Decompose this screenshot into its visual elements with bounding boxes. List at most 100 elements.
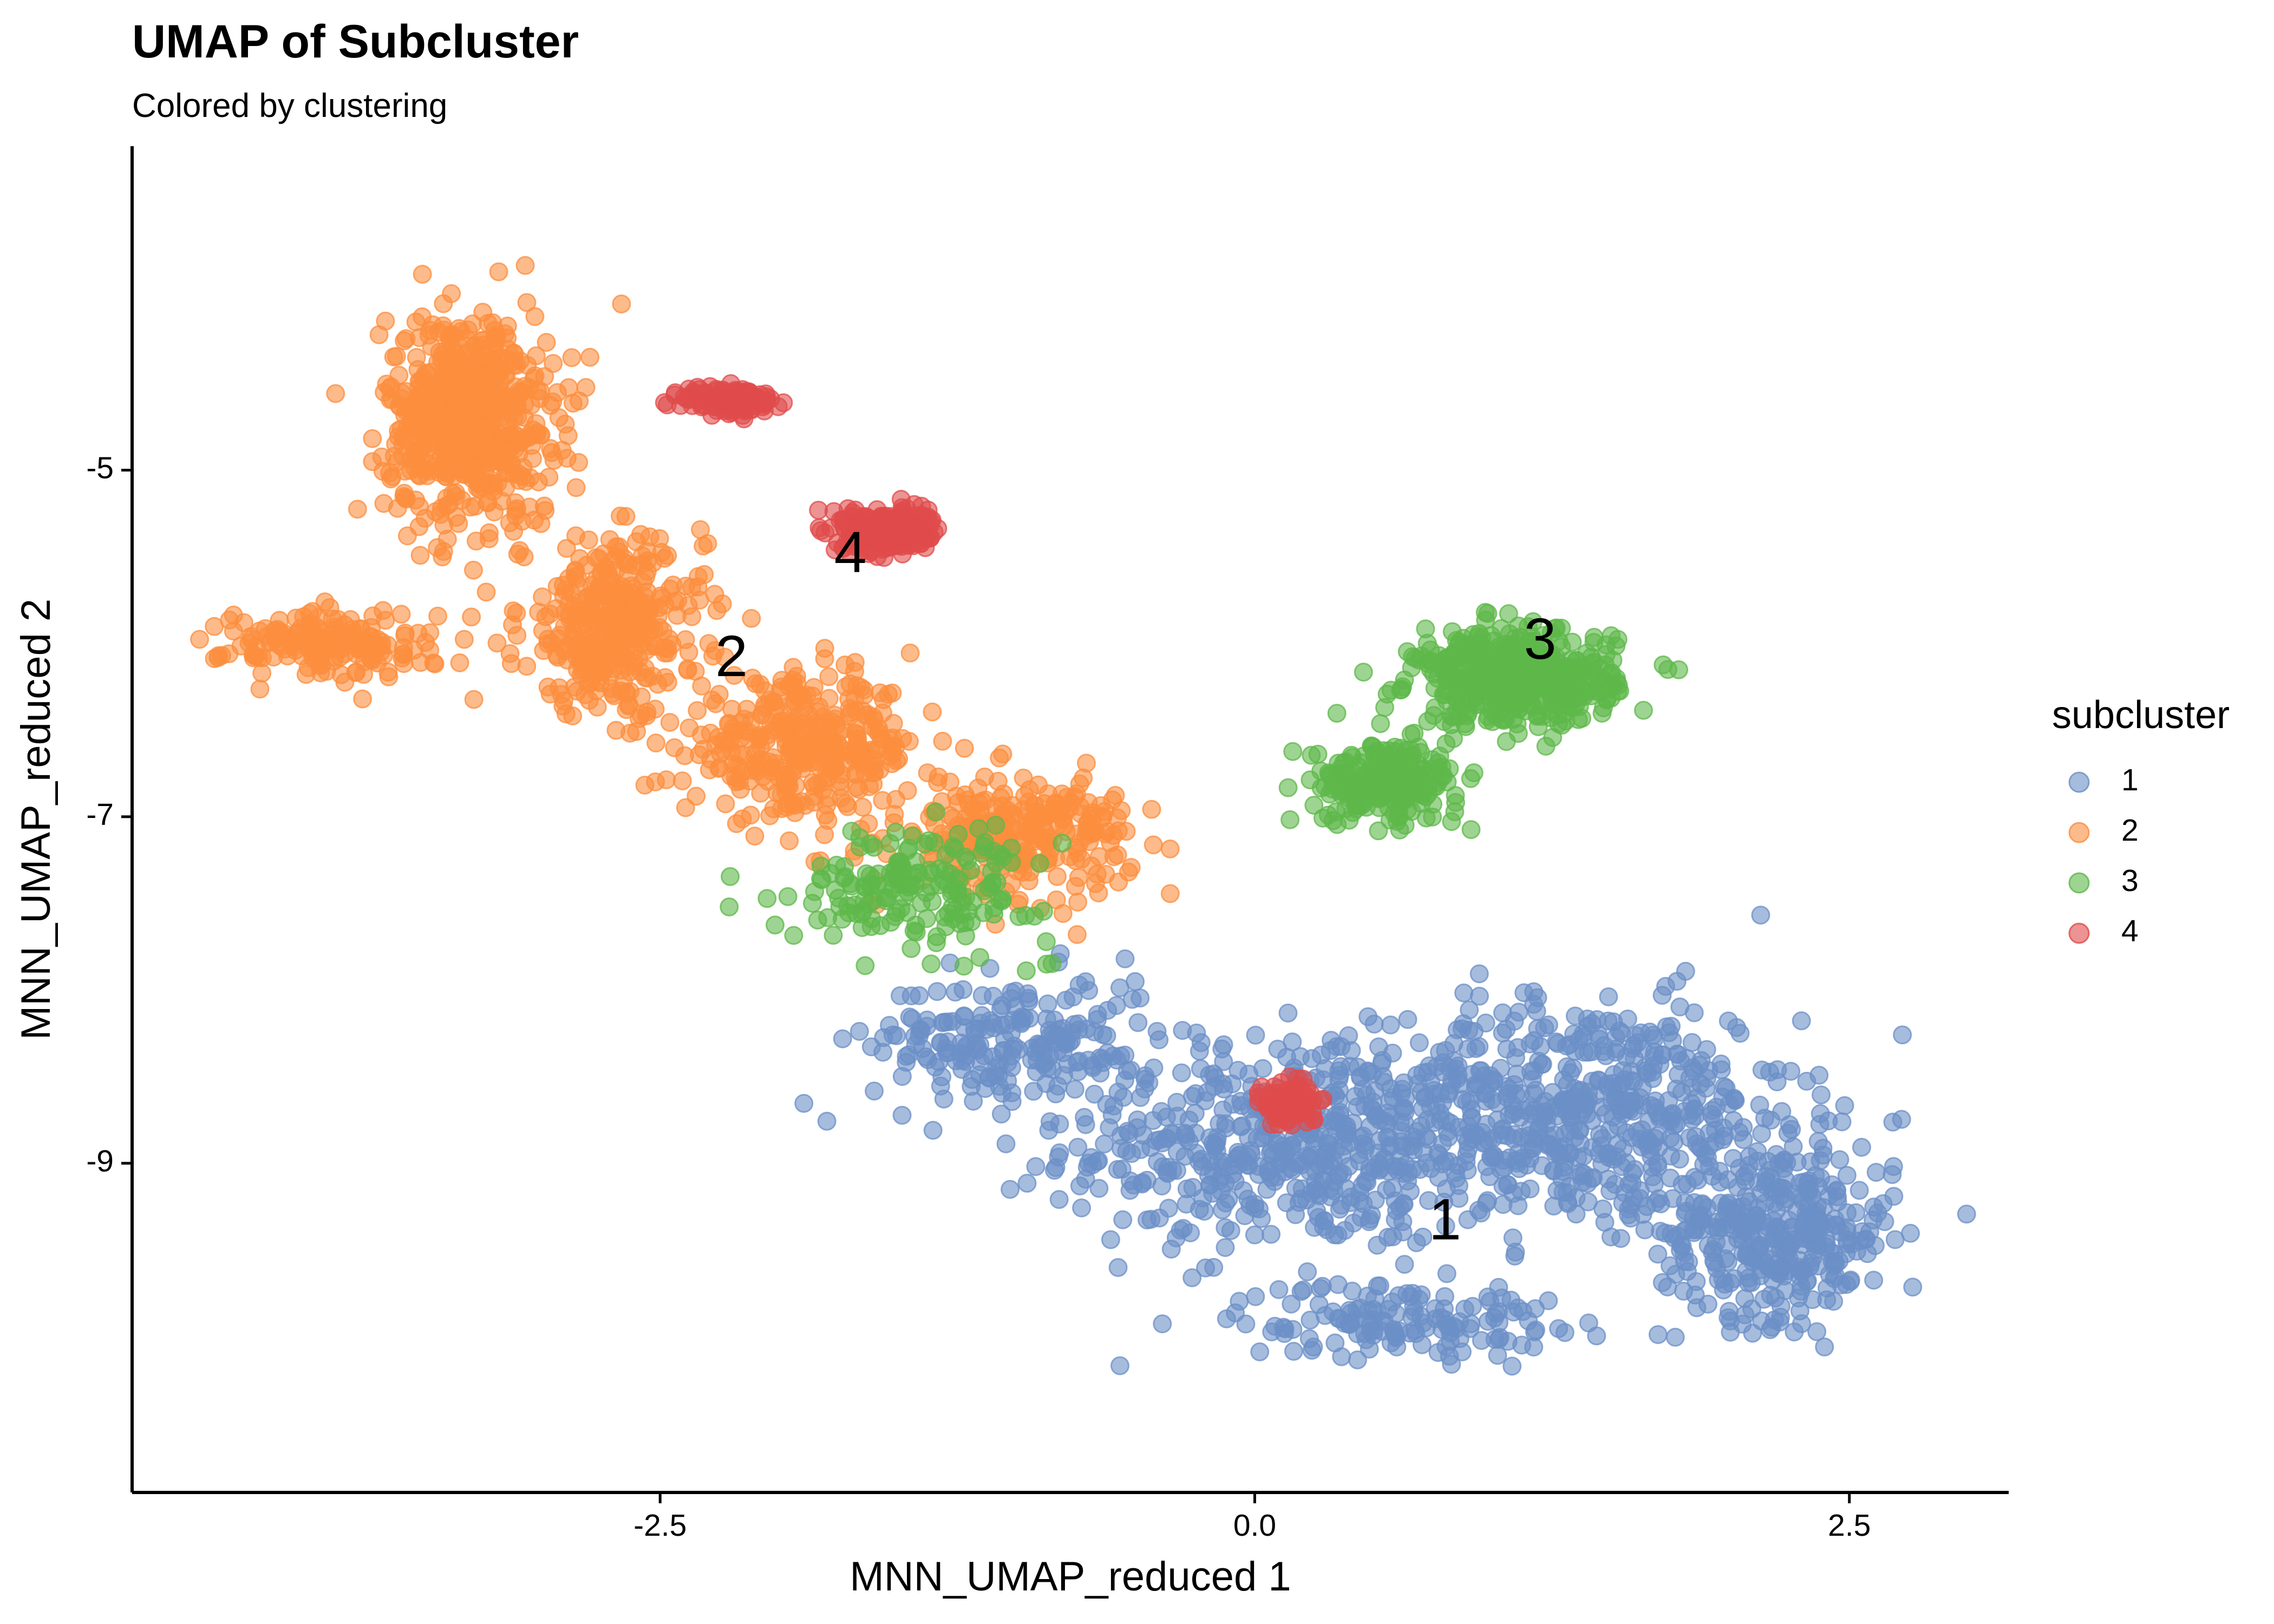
- data-point: [427, 453, 447, 472]
- data-point: [1482, 1090, 1502, 1109]
- data-point: [1590, 1144, 1609, 1163]
- data-point: [1331, 1037, 1351, 1056]
- data-point: [529, 603, 548, 622]
- data-point: [468, 478, 487, 497]
- data-point: [1652, 1045, 1672, 1064]
- data-point: [1508, 1196, 1528, 1215]
- data-point: [1594, 698, 1613, 717]
- data-point: [1053, 834, 1072, 853]
- data-point: [762, 762, 781, 781]
- data-point: [1209, 1152, 1229, 1172]
- data-point: [1515, 689, 1534, 709]
- data-point: [1735, 1289, 1755, 1308]
- data-point: [1710, 1173, 1730, 1192]
- data-point: [1281, 1158, 1301, 1177]
- data-point: [544, 450, 564, 470]
- data-point: [434, 542, 453, 561]
- data-point: [478, 493, 498, 513]
- data-point: [1173, 1021, 1192, 1040]
- data-point: [1111, 1138, 1131, 1158]
- data-point: [1179, 1110, 1199, 1130]
- data-point: [619, 696, 638, 716]
- data-point: [1369, 821, 1388, 841]
- data-point: [488, 383, 507, 402]
- data-point: [709, 685, 729, 704]
- data-point: [1339, 1157, 1358, 1176]
- data-point: [1502, 1357, 1522, 1376]
- data-point: [1592, 1097, 1611, 1117]
- data-point: [1079, 981, 1099, 1000]
- data-point: [485, 321, 505, 340]
- data-point: [950, 914, 969, 933]
- data-point: [1308, 744, 1328, 764]
- data-point: [1743, 1324, 1762, 1343]
- data-point: [1583, 660, 1602, 680]
- data-point: [1325, 1333, 1345, 1353]
- data-point: [1213, 1074, 1232, 1093]
- data-point: [1327, 802, 1346, 822]
- data-point: [1663, 1189, 1682, 1208]
- data-point: [1634, 700, 1653, 720]
- data-point: [513, 458, 533, 477]
- data-point: [487, 633, 507, 653]
- data-point: [1760, 1063, 1779, 1082]
- data-point: [721, 867, 740, 886]
- data-point: [1524, 1337, 1544, 1357]
- data-point: [1648, 1325, 1668, 1344]
- data-point: [559, 378, 578, 397]
- data-point: [436, 467, 455, 486]
- data-point: [1507, 714, 1527, 734]
- data-point: [1739, 1268, 1759, 1288]
- data-point: [1442, 1354, 1461, 1374]
- data-point: [190, 630, 210, 649]
- data-point: [839, 903, 859, 922]
- data-point: [466, 430, 486, 449]
- data-point: [625, 556, 644, 575]
- data-point: [1384, 804, 1404, 823]
- data-point: [1269, 1280, 1289, 1299]
- data-point: [1369, 1037, 1388, 1057]
- data-point: [1262, 1224, 1281, 1244]
- data-point: [1238, 1189, 1258, 1209]
- data-point: [507, 604, 526, 623]
- data-point: [268, 620, 287, 639]
- data-point: [866, 750, 885, 770]
- data-point: [694, 739, 713, 759]
- data-point: [1789, 1288, 1808, 1308]
- data-point: [1477, 1157, 1497, 1176]
- data-point: [1428, 1343, 1448, 1362]
- data-point: [348, 500, 367, 519]
- data-point: [1481, 649, 1500, 668]
- data-point: [605, 613, 624, 632]
- data-point: [1463, 1129, 1482, 1148]
- data-point: [612, 294, 631, 313]
- data-point: [1068, 925, 1087, 944]
- data-point: [1183, 1178, 1203, 1197]
- data-point: [1442, 812, 1461, 831]
- data-point: [638, 669, 657, 687]
- data-point: [657, 770, 676, 789]
- data-point: [923, 702, 942, 722]
- data-point: [1828, 1187, 1847, 1207]
- data-point: [1593, 1199, 1612, 1219]
- data-point: [1181, 1223, 1200, 1242]
- data-point: [1399, 1163, 1418, 1182]
- data-point: [1471, 634, 1491, 653]
- data-point: [1514, 983, 1534, 1003]
- data-point: [672, 771, 692, 790]
- data-point: [1017, 1174, 1037, 1193]
- data-point: [1323, 1112, 1342, 1131]
- data-point: [794, 1093, 814, 1113]
- data-point: [1291, 1282, 1311, 1301]
- data-point: [1493, 1023, 1512, 1043]
- data-point: [1766, 1222, 1786, 1242]
- data-point: [1421, 1097, 1440, 1117]
- data-point: [296, 665, 316, 684]
- data-point: [1665, 1327, 1685, 1347]
- data-point: [1374, 1149, 1394, 1168]
- data-point: [968, 778, 988, 798]
- data-point: [1152, 1102, 1171, 1121]
- data-point: [1469, 964, 1489, 984]
- data-point: [1266, 1134, 1286, 1154]
